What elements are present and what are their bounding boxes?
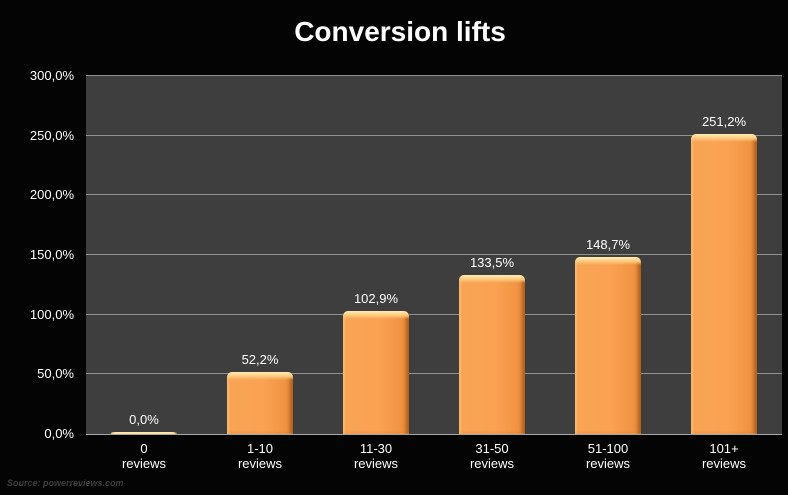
source-note: Source: powerreviews.com: [7, 478, 124, 488]
x-axis-category-label: 31-50 reviews: [434, 441, 550, 471]
bar-11-30-reviews: [343, 311, 409, 434]
bar-0-reviews: [111, 432, 177, 434]
x-axis-category-line2: reviews: [701, 456, 747, 471]
x-axis-category-line2: reviews: [469, 456, 515, 471]
x-axis-category-line1: 1-10: [246, 441, 274, 456]
y-axis-tick-label: 200,0%: [29, 187, 74, 203]
y-axis-tick-label: 100,0%: [29, 306, 74, 322]
x-axis-category-line2: reviews: [353, 456, 399, 471]
bar-101+-reviews: [691, 134, 757, 434]
plot-area: 0,0% 52,2% 102,9% 133,5% 148,7% 251,2%: [86, 75, 782, 435]
x-axis-category-label: 1-10 reviews: [202, 441, 318, 471]
x-axis-category-line2: reviews: [237, 456, 283, 471]
gridline: [86, 75, 782, 76]
bar-1-10-reviews: [227, 371, 293, 434]
x-axis-category-label: 51-100 reviews: [550, 441, 666, 471]
gridline: [86, 373, 782, 375]
gridline: [86, 434, 782, 435]
x-axis-category-line2: reviews: [585, 456, 631, 471]
gridline: [86, 194, 782, 196]
x-axis-category-label: 0 reviews: [86, 441, 202, 471]
x-axis-category-line1: 51-100: [587, 441, 629, 456]
gridline: [86, 134, 782, 136]
gridline: [86, 254, 782, 255]
x-axis-category-line1: 31-50: [475, 441, 509, 456]
y-axis-tick-label: 300,0%: [29, 68, 74, 83]
y-axis-tick-label: 250,0%: [29, 127, 74, 143]
bar-value-label: 148,7%: [585, 236, 631, 252]
y-axis-tick-label: 150,0%: [29, 247, 74, 262]
gridline: [86, 313, 782, 315]
chart-title: Conversion lifts: [294, 16, 506, 47]
x-axis-category-line2: reviews: [121, 456, 167, 471]
bar-value-label: 133,5%: [469, 254, 515, 270]
y-axis-tick-label: 50,0%: [37, 366, 74, 382]
bar-value-label: 251,2%: [701, 114, 747, 130]
x-axis-category-line1: 0: [140, 441, 148, 456]
x-axis-category-label: 101+ reviews: [666, 441, 782, 471]
bar-value-label: 102,9%: [353, 291, 399, 307]
x-axis-category-line1: 11-30: [359, 441, 393, 456]
bar-value-label: 0,0%: [129, 412, 159, 427]
bar-31-50-reviews: [459, 274, 525, 434]
bar-value-label: 52,2%: [241, 351, 279, 367]
x-axis-category-label: 11-30 reviews: [318, 441, 434, 471]
x-axis-category-line1: 101+: [709, 441, 739, 456]
bar-51-100-reviews: [575, 256, 641, 434]
y-axis-tick-label: 0,0%: [44, 426, 74, 441]
